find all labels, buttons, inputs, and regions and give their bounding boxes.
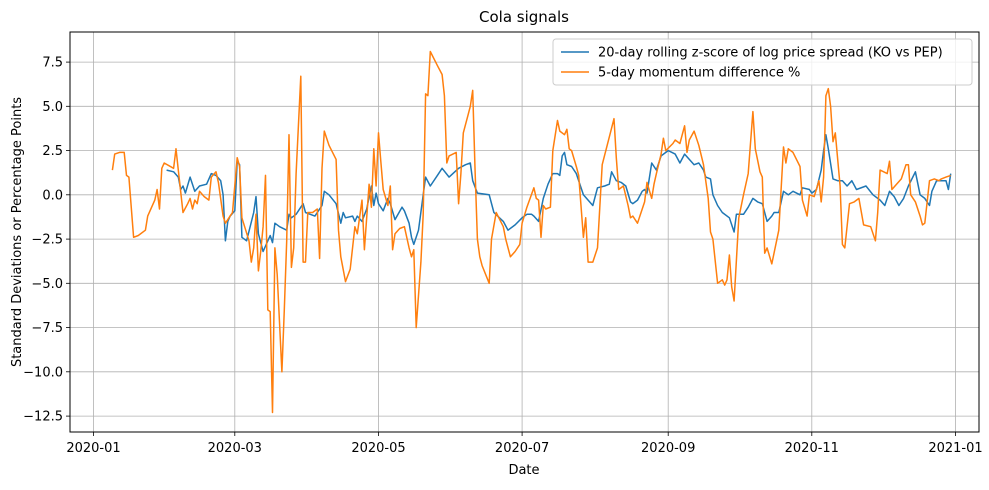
y-tick-label: −10.0: [23, 365, 63, 380]
y-tick-label: −2.5: [31, 233, 63, 248]
x-tick-label: 2020-01: [66, 441, 120, 456]
x-tick-label: 2020-05: [351, 441, 405, 456]
x-tick-label: 2020-07: [495, 441, 549, 456]
y-tick-label: 5.0: [42, 100, 63, 115]
legend-label-momentum: 5-day momentum difference %: [598, 66, 800, 81]
momentum-series-line: [111, 50, 951, 414]
series-lines: [111, 50, 952, 414]
y-axis: −12.5 −10.0 −7.5 −5.0 −2.5 0.0 2.5 5.0 7.5: [23, 56, 70, 425]
y-tick-label: 0.0: [42, 188, 63, 203]
plot-frame: [69, 31, 980, 433]
x-axis-label: Date: [508, 463, 539, 478]
grid: [70, 32, 979, 432]
y-axis-label: Standard Deviations or Percentage Points: [10, 97, 25, 367]
x-tick-label: 2020-11: [785, 441, 839, 456]
y-tick-label: −7.5: [31, 321, 63, 336]
y-tick-label: −12.5: [23, 410, 63, 425]
x-axis: 2020-01 2020-03 2020-05 2020-07 2020-09 2020-…: [66, 432, 983, 456]
y-tick-label: 2.5: [42, 144, 63, 159]
chart-title: Cola signals: [479, 8, 569, 26]
x-tick-label: 2020-09: [641, 441, 695, 456]
x-tick-label: 2021-01: [928, 441, 982, 456]
legend-box: [552, 38, 973, 86]
y-tick-label: −5.0: [31, 277, 63, 292]
y-tick-label: 7.5: [42, 56, 63, 71]
legend-label-zscore: 20-day rolling z-score of log price spre…: [598, 46, 943, 61]
legend: 20-day rolling z-score of log price spre…: [552, 38, 973, 86]
x-tick-label: 2020-03: [208, 441, 262, 456]
